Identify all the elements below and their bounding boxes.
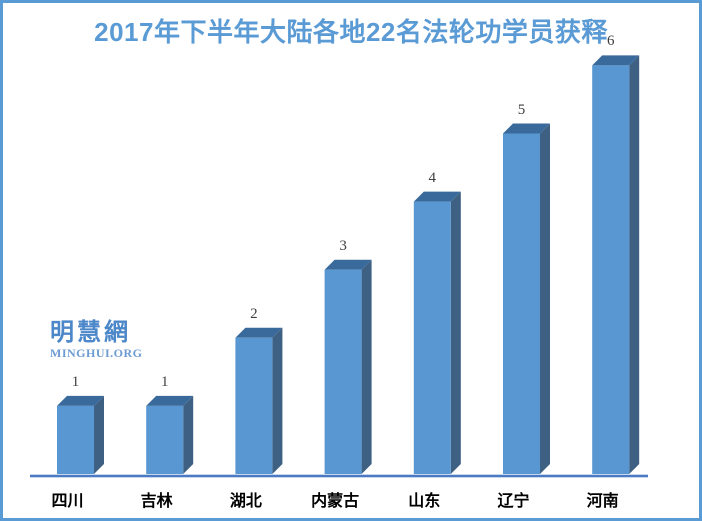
bar-3d-山东	[413, 191, 461, 474]
bar-side-face	[361, 259, 372, 474]
chart-title: 2017年下半年大陆各地22名法轮功学员获释	[94, 17, 608, 47]
bar-front-face	[235, 337, 273, 474]
bar-top-face	[146, 395, 194, 406]
bar-side-face	[540, 123, 550, 474]
category-label: 吉林	[140, 493, 173, 510]
bar-front-face	[57, 405, 94, 474]
bar-front-face	[503, 133, 540, 474]
category-label: 湖北	[229, 493, 262, 510]
value-label: 6	[606, 33, 615, 50]
watermark-domain-text: MINGHUI.ORG	[50, 346, 143, 360]
category-label: 四川	[51, 493, 84, 510]
bar-top-face	[235, 327, 283, 338]
bar-3d-吉林	[146, 395, 194, 474]
value-label: 4	[428, 169, 437, 186]
bar-front-face	[413, 201, 451, 474]
bar-side-face	[629, 55, 640, 475]
value-label: 1	[71, 373, 80, 390]
category-label: 河南	[586, 493, 619, 510]
category-label: 山东	[408, 493, 441, 510]
bar-top-face	[413, 191, 461, 202]
bar-side-face	[183, 395, 194, 474]
x-axis-line	[30, 474, 648, 478]
bar-front-face	[146, 405, 184, 474]
value-label: 5	[517, 101, 526, 118]
bar-3d-湖北	[235, 327, 283, 474]
x-axis-highlight-bottom	[30, 477, 648, 478]
bar-3d-四川	[57, 395, 104, 474]
watermark-chinese-text: 明慧網	[50, 319, 131, 346]
value-label: 1	[160, 373, 169, 390]
bar-top-face	[592, 55, 640, 66]
bar-front-face	[324, 269, 362, 474]
bar-3d-内蒙古	[324, 259, 372, 474]
bar-front-face	[592, 65, 630, 475]
x-axis-core	[30, 475, 648, 477]
bar-3d-河南	[592, 55, 640, 475]
value-label: 2	[250, 305, 258, 322]
bar-side-face	[450, 191, 461, 474]
bar-top-face	[503, 123, 550, 134]
bar-top-face	[57, 395, 104, 406]
bar-side-face	[94, 395, 104, 474]
category-label: 辽宁	[497, 493, 530, 510]
bar-top-face	[324, 259, 372, 270]
x-axis-highlight-top	[30, 474, 648, 475]
minghui-watermark: 明慧網 MINGHUI.ORG	[50, 319, 143, 361]
bar-3d-辽宁	[503, 123, 550, 474]
bar-side-face	[272, 327, 283, 474]
value-label: 3	[339, 237, 347, 254]
category-label: 内蒙古	[311, 493, 360, 510]
